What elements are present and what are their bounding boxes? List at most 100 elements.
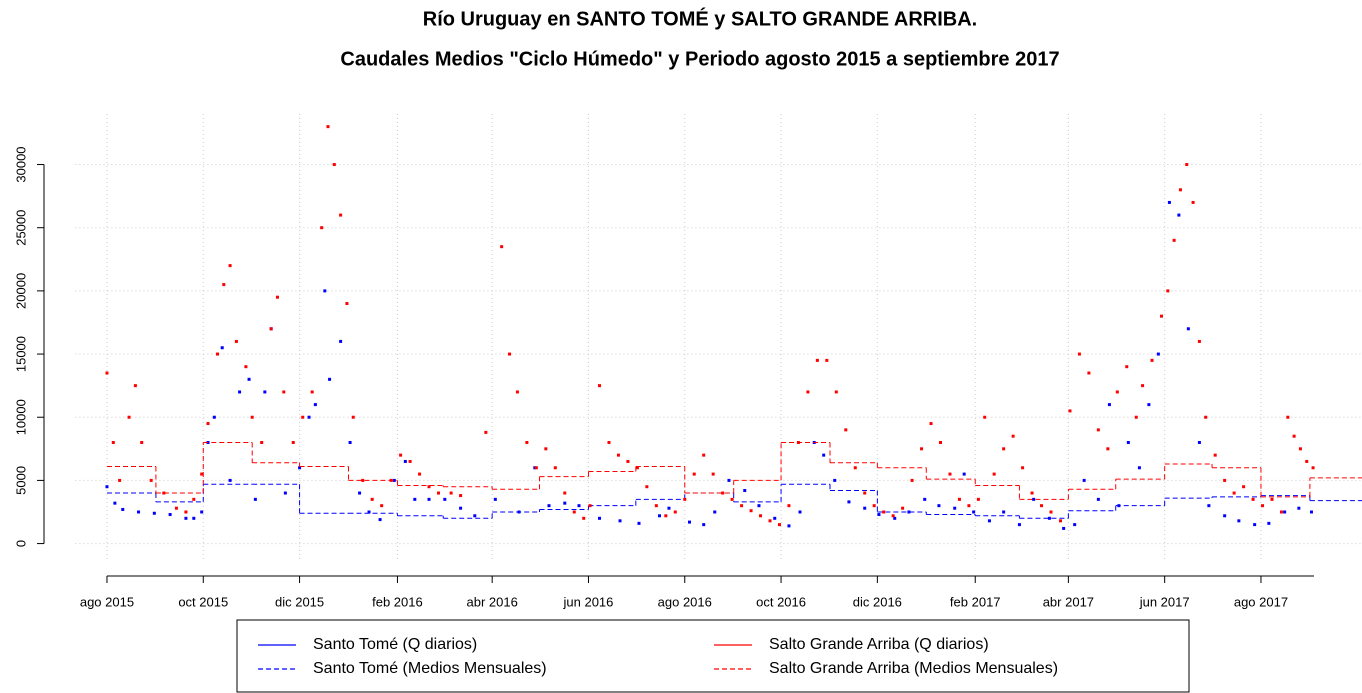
chart-title: Río Uruguay en SANTO TOMÉ y SALTO GRANDE… xyxy=(423,7,978,30)
point xyxy=(269,327,273,331)
point xyxy=(588,504,592,508)
point xyxy=(863,506,867,510)
point xyxy=(298,466,302,470)
point xyxy=(1030,491,1034,495)
point xyxy=(618,519,622,523)
x-tick-label: abr 2017 xyxy=(1043,594,1094,609)
point xyxy=(484,430,488,434)
point xyxy=(282,390,286,394)
point xyxy=(525,440,529,444)
point xyxy=(773,516,777,520)
point xyxy=(833,478,837,482)
point xyxy=(598,384,602,388)
point xyxy=(730,497,734,501)
point xyxy=(1279,510,1283,514)
point xyxy=(1292,434,1296,438)
point xyxy=(1156,352,1160,356)
x-tick-label: ago 2015 xyxy=(80,594,134,609)
point xyxy=(798,510,802,514)
legend-label: Salto Grande Arriba (Medios Mensuales) xyxy=(769,660,1058,677)
point xyxy=(687,520,691,524)
point xyxy=(234,339,238,343)
point xyxy=(847,500,851,504)
point xyxy=(1197,440,1201,444)
point xyxy=(339,213,343,217)
point xyxy=(192,497,196,501)
y-tick-label: 30000 xyxy=(13,146,28,182)
point xyxy=(399,453,403,457)
point xyxy=(626,459,630,463)
point xyxy=(713,510,717,514)
point xyxy=(1058,519,1062,523)
point xyxy=(757,504,761,508)
point xyxy=(1172,238,1176,242)
point xyxy=(238,390,242,394)
point xyxy=(228,478,232,482)
point xyxy=(1021,466,1025,470)
point xyxy=(667,506,671,510)
point xyxy=(787,504,791,508)
point xyxy=(1223,478,1227,482)
point xyxy=(1073,523,1077,527)
chart-subtitle: Caudales Medios "Ciclo Húmedo" y Periodo… xyxy=(340,48,1059,70)
point xyxy=(392,478,396,482)
point xyxy=(1125,365,1129,369)
point xyxy=(901,506,905,510)
point xyxy=(607,440,611,444)
y-tick-label: 15000 xyxy=(13,336,28,372)
point xyxy=(320,226,324,230)
point xyxy=(378,518,382,522)
point xyxy=(563,491,567,495)
point xyxy=(1186,327,1190,331)
point xyxy=(992,472,996,476)
y-tick-label: 25000 xyxy=(13,210,28,246)
point xyxy=(727,478,731,482)
point xyxy=(948,472,952,476)
point xyxy=(436,491,440,495)
point xyxy=(1178,188,1182,192)
point xyxy=(459,506,463,510)
point xyxy=(1305,459,1309,463)
point xyxy=(515,390,519,394)
point xyxy=(598,516,602,520)
point xyxy=(544,447,548,451)
point xyxy=(1087,371,1091,375)
point xyxy=(1147,403,1151,407)
point xyxy=(449,491,453,495)
point xyxy=(250,415,254,419)
point xyxy=(635,466,639,470)
point xyxy=(972,510,976,514)
point xyxy=(923,497,927,501)
point xyxy=(152,511,156,515)
point xyxy=(815,358,819,362)
point xyxy=(768,519,772,523)
point xyxy=(358,491,362,495)
point xyxy=(332,163,336,167)
point xyxy=(1115,390,1119,394)
point xyxy=(891,514,895,518)
point xyxy=(253,497,257,501)
point xyxy=(1011,434,1015,438)
point xyxy=(1047,516,1051,520)
point xyxy=(206,422,210,426)
point xyxy=(822,453,826,457)
point xyxy=(882,510,886,514)
point xyxy=(222,283,226,287)
point xyxy=(616,453,620,457)
point xyxy=(825,358,829,362)
point xyxy=(534,466,538,470)
point xyxy=(212,415,216,419)
point xyxy=(1213,453,1217,457)
point xyxy=(408,459,412,463)
point xyxy=(149,478,153,482)
point xyxy=(962,472,966,476)
point xyxy=(370,497,374,501)
point xyxy=(987,519,991,523)
point xyxy=(1032,497,1036,501)
x-tick-label: feb 2016 xyxy=(372,594,423,609)
point xyxy=(1166,289,1170,293)
x-tick-label: ago 2016 xyxy=(658,594,712,609)
point xyxy=(127,415,131,419)
point xyxy=(133,384,137,388)
